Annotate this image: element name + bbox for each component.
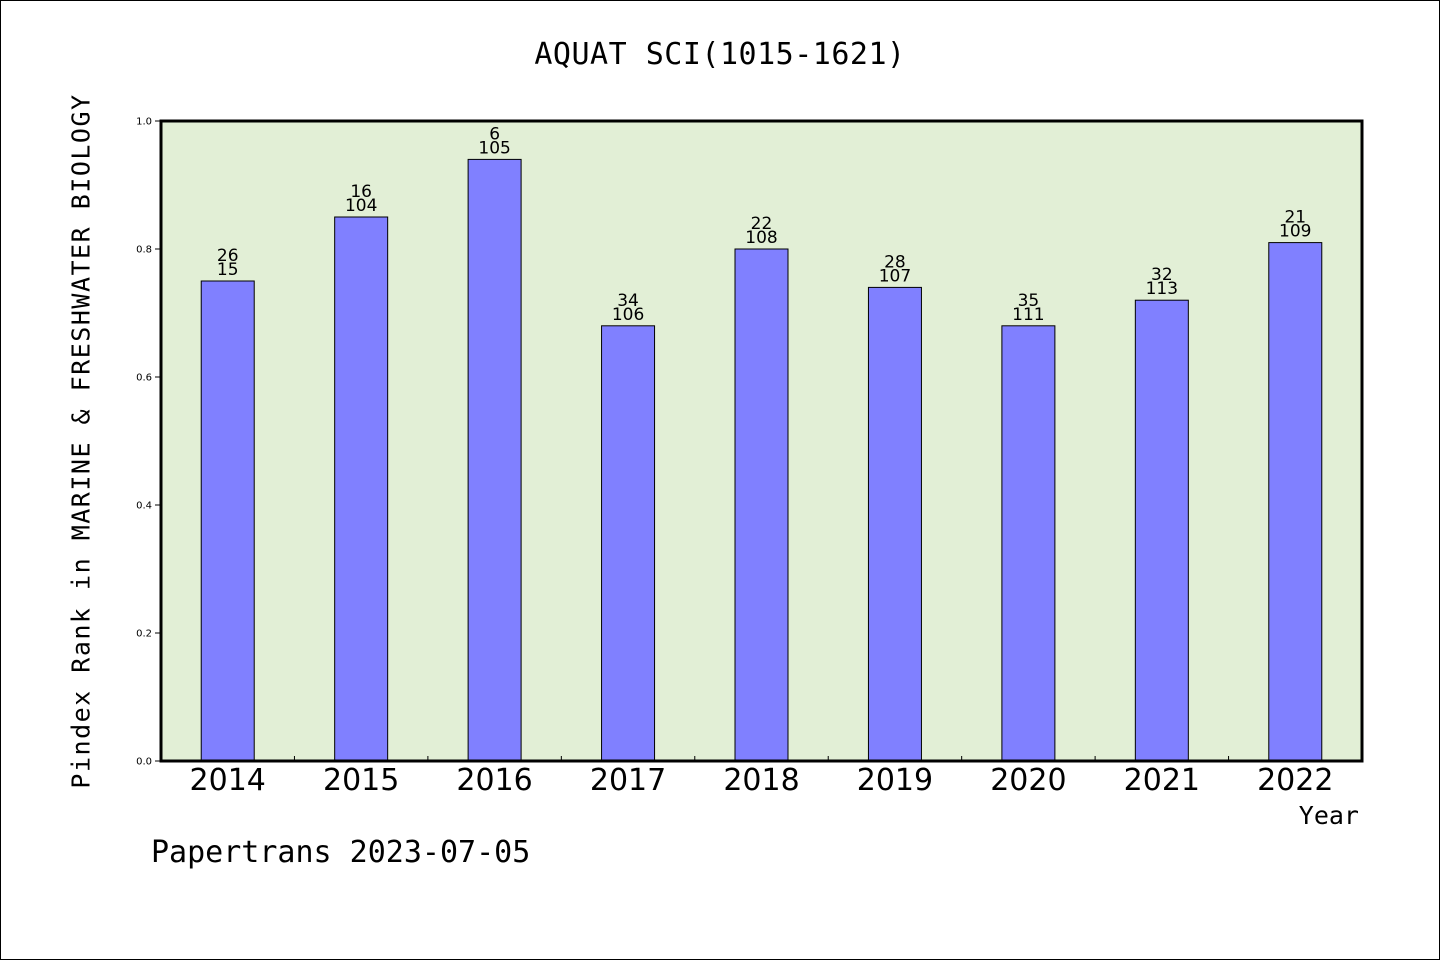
bar-rank-label: 32 (1151, 265, 1173, 285)
bar-rank-label: 34 (617, 291, 639, 311)
bar-total-label: 107 (879, 266, 911, 286)
x-tick-label: 2018 (723, 763, 799, 798)
bar (867, 286, 922, 762)
bar-total-label: 111 (1012, 305, 1044, 325)
bar-rank-label: 26 (217, 246, 239, 266)
x-tick-label: 2022 (1257, 763, 1333, 798)
bar-rank-label: 35 (1018, 291, 1040, 311)
bar-rank-label: 21 (1284, 208, 1306, 228)
chart-title: AQUAT SCI(1015-1621) (534, 37, 906, 72)
x-tick-label: 2020 (990, 763, 1066, 798)
y-tick-label: 0.8 (136, 245, 152, 256)
x-tick-label: 2014 (190, 763, 266, 798)
x-tick-label: 2021 (1124, 763, 1200, 798)
bar (200, 280, 255, 762)
bar-total-label: 108 (745, 228, 777, 248)
y-tick-label: 1.0 (136, 117, 152, 128)
bar-rank-label: 28 (884, 252, 906, 272)
bar (1001, 325, 1056, 762)
bar (601, 325, 656, 762)
bar-total-label: 113 (1146, 279, 1178, 299)
y-tick-label: 0.4 (136, 501, 152, 512)
bar-total-label: 109 (1279, 222, 1311, 242)
bar (1268, 242, 1323, 762)
plot-frame (159, 119, 1364, 763)
bar (1134, 299, 1189, 762)
y-tick-label: 0.0 (136, 757, 152, 768)
bar-total-label: 105 (478, 138, 510, 158)
y-tick-label: 0.2 (136, 629, 152, 640)
bar-total-label: 15 (217, 260, 239, 280)
bar-total-label: 106 (612, 305, 644, 325)
bar (467, 158, 522, 762)
y-tick-label: 0.6 (136, 373, 152, 384)
x-tick-label: 2019 (857, 763, 933, 798)
bar-rank-label: 16 (350, 182, 372, 202)
x-tick-label: 2015 (323, 763, 399, 798)
bar-rank-label: 6 (489, 124, 500, 144)
x-tick-label: 2016 (456, 763, 532, 798)
x-tick-label: 2017 (590, 763, 666, 798)
bar (334, 216, 389, 762)
bar-rank-label: 22 (751, 214, 773, 234)
footer-credit: Papertrans 2023-07-05 (151, 835, 531, 870)
x-axis-label: Year (1298, 801, 1359, 830)
bar-total-label: 104 (345, 196, 377, 216)
bar (734, 248, 789, 762)
